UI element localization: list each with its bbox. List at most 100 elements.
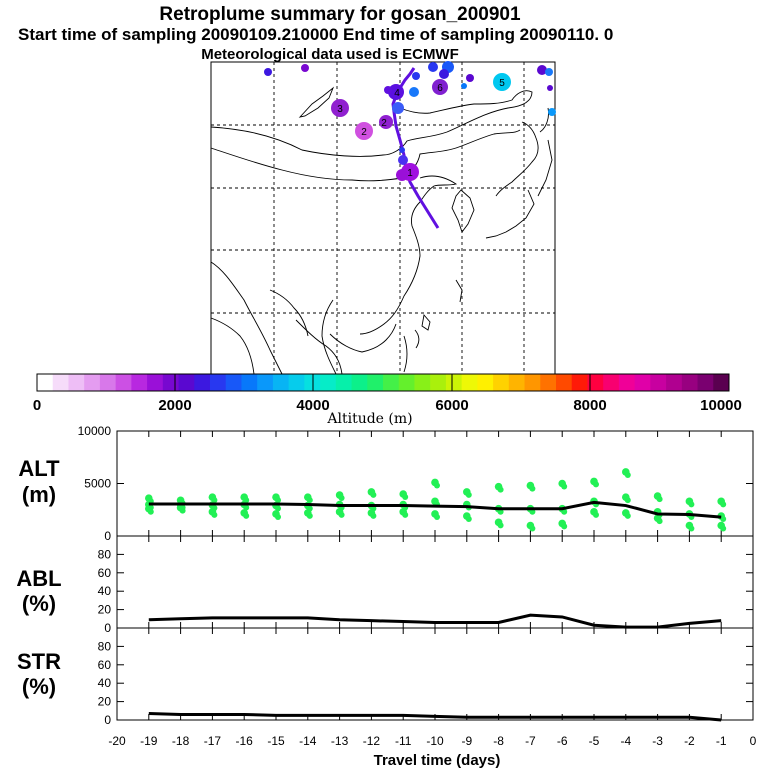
colorbar-swatch (477, 374, 494, 391)
colorbar-swatch (571, 374, 588, 391)
panel-ylabels: ALT (m) ABL (%) STR (%) (16, 456, 61, 699)
colorbar-swatch (147, 374, 164, 391)
puff-marker (396, 169, 408, 181)
colorbar-swatch (115, 374, 132, 391)
trajectory-track (391, 67, 440, 229)
alt-scatter-point (179, 507, 186, 514)
puff-marker (412, 72, 420, 80)
colorbar-swatch (618, 374, 636, 391)
alt-scatter-point (402, 494, 409, 500)
abl-ytick-label: 0 (104, 621, 111, 635)
alt-scatter-point (497, 486, 504, 493)
chart-title: Retroplume summary for gosan_200901 (159, 4, 521, 25)
puff-marker (461, 83, 467, 89)
puff-marker (547, 85, 553, 91)
alt-mean-line (148, 500, 722, 519)
alt-scatter-point (656, 518, 663, 525)
alt-scatter-point (688, 525, 695, 532)
x-tick-label: -17 (204, 734, 222, 748)
puff-label: 1 (407, 168, 413, 179)
colorbar-swatch (335, 374, 353, 391)
alt-ytick-label: 5000 (84, 477, 111, 491)
x-tick-label: -16 (236, 734, 254, 748)
abl-panel: 0 20 40 60 80 (98, 536, 754, 635)
colorbar-tick-label: 10000 (700, 397, 742, 414)
x-tick-label: -6 (557, 734, 568, 748)
colorbar-swatch (634, 374, 651, 391)
x-tick-label: -8 (493, 734, 504, 748)
colorbar-swatch (445, 374, 463, 391)
puff-marker (384, 86, 392, 94)
colorbar-swatch (430, 374, 447, 391)
puff-marker (439, 69, 449, 79)
colorbar-swatch (52, 374, 69, 391)
time-series-panels (116, 430, 754, 721)
puff-marker (398, 155, 408, 165)
alt-scatter-point (720, 525, 727, 532)
colorbar-swatch (540, 374, 557, 391)
alt-scatter-point (529, 525, 536, 532)
x-tick-label: -11 (395, 734, 412, 748)
alt-scatter-point (370, 512, 377, 519)
colorbar-swatch (351, 374, 368, 391)
alt-scatter-point (529, 485, 536, 492)
colorbar-swatch (398, 374, 415, 391)
altitude-colorbar (36, 373, 730, 392)
alt-scatter-point (465, 516, 472, 523)
alt-scatter-point (720, 516, 727, 523)
colorbar-swatch (713, 374, 730, 391)
alt-scatter-point (338, 495, 345, 502)
abl-ytick-label: 80 (98, 547, 112, 561)
colorbar-swatch (320, 374, 337, 391)
plume-puffs (264, 61, 556, 181)
colorbar-swatch (697, 374, 714, 391)
puff-label: 4 (394, 88, 400, 99)
x-tick-label: -14 (299, 734, 317, 748)
str-ytick-label: 80 (98, 639, 112, 653)
puff-marker (264, 68, 272, 76)
alt-scatter-point (497, 522, 504, 529)
str-panel-frame (116, 627, 754, 721)
colorbar-swatch (650, 374, 667, 391)
alt-scatter-point (593, 481, 599, 488)
abl-ytick-label: 40 (98, 584, 112, 598)
x-tick-label: -13 (331, 734, 349, 748)
colorbar-swatch (225, 374, 242, 391)
puff-label: 2 (381, 118, 387, 129)
colorbar-swatch (68, 374, 85, 391)
alt-ytick-label: 0 (104, 529, 111, 543)
colorbar-swatch (99, 374, 117, 391)
x-axis-label: Travel time (days) (374, 752, 501, 768)
alt-scatter-point (624, 471, 631, 478)
alt-scatter-point (561, 508, 568, 515)
puff-label: 2 (361, 127, 367, 138)
x-tick-label: -15 (267, 734, 285, 748)
puff-marker (399, 147, 405, 153)
str-mean-line (148, 712, 722, 722)
alt-scatter-point (338, 511, 345, 518)
colorbar-tick-label: 0 (33, 397, 41, 414)
colorbar-swatch (414, 374, 431, 391)
abl-ytick-label: 20 (98, 603, 112, 617)
colorbar-tick-label: 6000 (435, 397, 468, 414)
colorbar-swatch (304, 374, 321, 391)
colorbar-swatch (383, 374, 400, 391)
puff-marker (545, 68, 553, 76)
colorbar-swatch (241, 374, 258, 391)
alt-scatter-point (434, 513, 440, 520)
alt-scatter-point (306, 497, 313, 504)
str-ytick-label: 20 (98, 695, 112, 709)
colorbar-swatch (556, 374, 573, 391)
puff-marker (432, 79, 448, 95)
x-tick-label: -3 (652, 734, 663, 748)
alt-scatter-point (402, 511, 409, 518)
alt-scatter-point (593, 511, 599, 518)
colorbar-swatch (84, 374, 101, 391)
puff-label: 6 (437, 83, 443, 94)
str-ylabel: STR (17, 649, 61, 674)
colorbar-swatch (162, 374, 180, 391)
puff-label: 3 (337, 104, 343, 115)
alt-ytick-label: 10000 (78, 424, 112, 438)
colorbar-swatch (257, 374, 274, 391)
